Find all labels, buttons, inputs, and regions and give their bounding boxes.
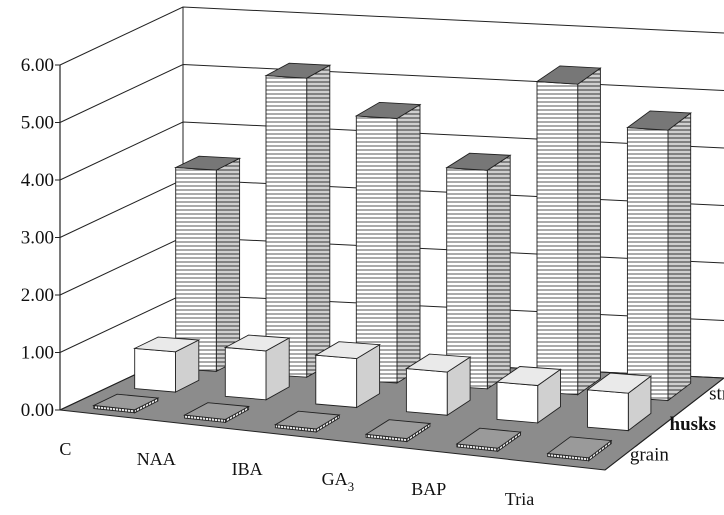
bar-grain-iba xyxy=(273,410,341,433)
bar-front xyxy=(405,368,448,416)
depth-axis-line xyxy=(604,377,724,471)
y-tick-label: 5.00 xyxy=(21,113,54,134)
bar-straw-bap xyxy=(535,65,602,396)
bar-top xyxy=(455,427,522,449)
bar-front xyxy=(315,354,358,408)
bar-side xyxy=(306,64,331,378)
category-label: Tria xyxy=(505,489,534,509)
bar-top xyxy=(314,341,382,360)
bar-side xyxy=(486,154,511,390)
bar-side xyxy=(577,67,601,396)
bar-side xyxy=(215,157,241,373)
category-label: IBA xyxy=(232,459,263,479)
bar-top xyxy=(445,152,512,171)
bar-husks-tria xyxy=(586,372,653,432)
bar-straw-ga3 xyxy=(445,152,512,390)
y-tick-label: 0.00 xyxy=(21,400,54,421)
bar-front xyxy=(536,81,579,396)
series-label-husks: husks xyxy=(670,414,717,435)
category-labels: C NAA IBA GA3 BAP Tria xyxy=(59,439,534,509)
category-label: C xyxy=(59,439,71,459)
y-tick-label: 4.00 xyxy=(21,170,54,191)
bar-top xyxy=(264,62,332,79)
bar-straw-naa xyxy=(264,62,332,378)
series-label-grain: grain xyxy=(630,445,670,466)
bar-front xyxy=(265,75,308,378)
bar-top xyxy=(546,436,613,459)
bar-front xyxy=(355,115,398,384)
bar-top xyxy=(92,393,160,411)
y-tick-labels: 0.00 1.00 2.00 3.00 4.00 5.00 6.00 xyxy=(21,55,60,421)
bar-front xyxy=(224,347,267,401)
y-tick-label: 2.00 xyxy=(21,285,54,306)
bars xyxy=(92,62,692,462)
bar-grain-naa xyxy=(183,402,251,424)
bar-side xyxy=(667,112,692,402)
bar-top xyxy=(133,336,201,353)
bar-husks-c xyxy=(133,336,201,393)
bar-husks-ga3 xyxy=(405,353,472,417)
bar-top xyxy=(405,353,472,373)
y-tick-label: 6.00 xyxy=(21,55,54,76)
bar-top xyxy=(626,110,692,131)
bar-grain-c xyxy=(92,393,160,414)
bar-grain-ga3 xyxy=(364,419,432,443)
bar-straw-iba xyxy=(354,101,422,384)
bar-straw-tria xyxy=(626,110,692,402)
bar-top xyxy=(535,65,602,85)
bar-grain-bap xyxy=(455,427,522,453)
bar-top xyxy=(354,101,422,119)
bar-top xyxy=(273,410,341,430)
bar-top xyxy=(173,155,242,171)
y-tick-label: 3.00 xyxy=(21,228,54,249)
bar-top xyxy=(223,334,291,352)
bar-front xyxy=(496,381,539,424)
bar-top xyxy=(586,372,653,394)
bar-husks-naa xyxy=(223,334,291,401)
bar-husks-iba xyxy=(314,341,382,409)
y-tick-label: 1.00 xyxy=(21,343,54,364)
category-label: BAP xyxy=(411,479,446,499)
bar-front xyxy=(134,347,176,393)
series-label-straw: straw xyxy=(709,383,724,404)
bar-top xyxy=(364,419,432,440)
bar-straw-c xyxy=(173,155,242,373)
bar-top xyxy=(183,402,251,420)
gridline xyxy=(59,6,724,66)
category-label: NAA xyxy=(137,449,176,469)
category-label: GA3 xyxy=(322,469,355,494)
bar-husks-bap xyxy=(495,366,562,424)
bar-front xyxy=(626,127,669,401)
bar-grain-tria xyxy=(546,436,613,462)
bar-top xyxy=(495,366,562,386)
bar-front xyxy=(587,389,629,432)
bar-side xyxy=(396,103,421,384)
